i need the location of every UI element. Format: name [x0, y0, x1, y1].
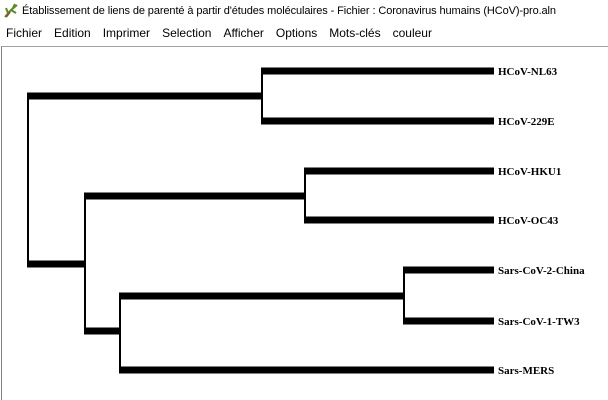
- tree-canvas: HCoV-NL63 HCoV-229E HCoV-HKU1 HCoV-OC43 Sars…: [1, 46, 608, 400]
- menu-bar: Fichier Edition Imprimer Selection Affic…: [0, 22, 608, 44]
- branch-sarbeco-mers-clade: [85, 327, 120, 335]
- menu-afficher[interactable]: Afficher: [223, 26, 264, 40]
- title-bar: Établissement de liens de parenté à part…: [0, 0, 608, 22]
- branch-sars-mers: [120, 366, 494, 374]
- tree-app-icon: [4, 3, 18, 18]
- menu-options[interactable]: Options: [275, 26, 318, 40]
- branch-betacov-clade: [28, 260, 85, 268]
- branch-embecovirus-clade: [85, 192, 305, 200]
- node-root: [27, 92, 29, 268]
- leaf-label[interactable]: HCoV-HKU1: [498, 166, 561, 178]
- leaf-label[interactable]: Sars-MERS: [498, 365, 554, 377]
- branch-hcov-229e: [262, 117, 494, 125]
- leaf-label[interactable]: HCoV-OC43: [498, 215, 559, 227]
- branch-hcov-nl63: [262, 67, 494, 75]
- window-title: Établissement de liens de parenté à part…: [22, 5, 556, 17]
- menu-selection[interactable]: Selection: [162, 26, 212, 40]
- menu-mots-cles[interactable]: Mots-clés: [329, 26, 381, 40]
- menu-imprimer[interactable]: Imprimer: [102, 26, 151, 40]
- branch-alphacov-clade: [28, 92, 262, 100]
- menu-fichier[interactable]: Fichier: [6, 26, 43, 40]
- leaf-label[interactable]: HCoV-NL63: [498, 66, 558, 78]
- leaf-label[interactable]: Sars-CoV-1-TW3: [498, 316, 580, 328]
- menu-edition[interactable]: Edition: [54, 26, 91, 40]
- branch-hcov-hku1: [305, 167, 494, 175]
- menu-couleur[interactable]: couleur: [392, 26, 432, 40]
- leaf-label[interactable]: Sars-CoV-2-China: [498, 265, 585, 277]
- branch-hcov-oc43: [305, 216, 494, 224]
- branch-sars-cov-1-tw3: [404, 317, 494, 325]
- leaf-label[interactable]: HCoV-229E: [498, 116, 555, 128]
- phylogenetic-tree: HCoV-NL63 HCoV-229E HCoV-HKU1 HCoV-OC43 Sars…: [27, 66, 585, 377]
- branch-sars-cov-2-china: [404, 266, 494, 274]
- branch-sars-cov-clade: [120, 292, 404, 300]
